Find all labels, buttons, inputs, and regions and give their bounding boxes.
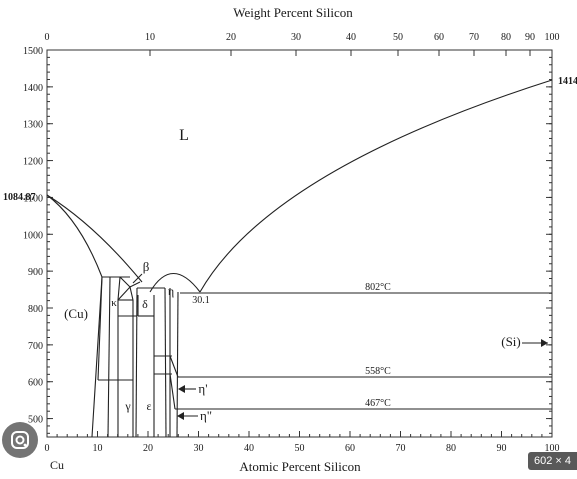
top-tick-label: 30 bbox=[291, 32, 301, 43]
bottom-tick-label: 80 bbox=[446, 443, 456, 454]
google-lens-icon[interactable] bbox=[2, 422, 38, 458]
plot-frame bbox=[46, 49, 553, 438]
left-tick-label: 1500 bbox=[23, 46, 43, 57]
bottom-tick-label: 30 bbox=[194, 443, 204, 454]
phase-label-epsilon: ε bbox=[146, 399, 151, 413]
top-tick-label: 50 bbox=[393, 32, 403, 43]
bottom-axis-ticks: 0 10 20 30 40 50 60 70 80 90 100 bbox=[45, 431, 560, 454]
cu-melting-label: 1084.87 bbox=[3, 192, 36, 203]
isotherm-467-label: 467°C bbox=[365, 398, 391, 409]
liquidus-eta-dome bbox=[149, 273, 201, 293]
left-tick-label: 1000 bbox=[23, 230, 43, 241]
eta-prime-arrowhead bbox=[178, 385, 185, 393]
left-tick-label: 800 bbox=[28, 304, 43, 315]
top-tick-label: 70 bbox=[469, 32, 479, 43]
beta-arrow bbox=[132, 273, 143, 284]
top-tick-label: 80 bbox=[501, 32, 511, 43]
lens-glyph-icon bbox=[11, 431, 29, 449]
top-tick-label: 10 bbox=[145, 32, 155, 43]
eta-left bbox=[164, 287, 167, 438]
kappa-region bbox=[107, 276, 111, 438]
bottom-tick-label: 20 bbox=[143, 443, 153, 454]
si-melting-label: 1414 bbox=[558, 76, 577, 87]
phase-label-eta: η bbox=[168, 284, 174, 298]
left-element-label: Cu bbox=[50, 458, 64, 472]
left-tick-label: 1100 bbox=[23, 193, 43, 204]
top-axis-title: Weight Percent Silicon bbox=[233, 5, 353, 20]
phase-label-kappa: κ bbox=[111, 297, 117, 309]
eta-dp-arrowhead bbox=[177, 412, 184, 420]
top-tick-label: 60 bbox=[434, 32, 444, 43]
phase-label-beta: β bbox=[143, 259, 150, 274]
phase-label-cu: (Cu) bbox=[64, 306, 88, 321]
bottom-axis-title: Atomic Percent Silicon bbox=[239, 459, 361, 474]
bottom-tick-label: 100 bbox=[545, 443, 560, 454]
left-tick-label: 600 bbox=[28, 378, 43, 389]
phase-label-delta: δ bbox=[142, 297, 148, 311]
left-tick-label: 1200 bbox=[23, 157, 43, 168]
bottom-tick-label: 60 bbox=[345, 443, 355, 454]
top-tick-label: 0 bbox=[45, 32, 50, 43]
kappa-left bbox=[97, 276, 103, 381]
bottom-tick-label: 40 bbox=[244, 443, 254, 454]
eutectic-label: 30.1 bbox=[192, 295, 210, 306]
left-tick-label: 700 bbox=[28, 341, 43, 352]
beta-lower bbox=[117, 285, 134, 301]
left-tick-label: 500 bbox=[28, 415, 43, 426]
top-tick-label: 90 bbox=[525, 32, 535, 43]
phase-label-liquid: L bbox=[179, 127, 189, 144]
minor-ticks bbox=[46, 49, 553, 437]
phase-label-si: (Si) bbox=[501, 334, 521, 349]
phase-label-eta-dp: η" bbox=[200, 408, 212, 423]
si-arrowhead bbox=[541, 339, 548, 347]
eta-dp-slope bbox=[169, 373, 176, 410]
bottom-tick-label: 70 bbox=[396, 443, 406, 454]
bottom-tick-label: 0 bbox=[45, 443, 50, 454]
bottom-tick-label: 10 bbox=[93, 443, 103, 454]
bottom-tick-label: 50 bbox=[295, 443, 305, 454]
eta-prime-slope bbox=[169, 355, 179, 378]
solidus-cu-side bbox=[46, 194, 103, 278]
isotherm-802-label: 802°C bbox=[365, 282, 391, 293]
eta-right bbox=[176, 291, 179, 438]
gamma-right bbox=[135, 287, 138, 438]
bottom-tick-label: 90 bbox=[497, 443, 507, 454]
left-tick-label: 1400 bbox=[23, 83, 43, 94]
phase-label-gamma: γ bbox=[124, 399, 131, 413]
phase-label-eta-prime: η' bbox=[198, 381, 207, 396]
cu-solvus bbox=[91, 276, 103, 438]
liquidus-cu-side bbox=[46, 194, 143, 283]
top-tick-label: 40 bbox=[346, 32, 356, 43]
kappa-right bbox=[117, 276, 121, 437]
left-axis-ticks: 500 600 700 800 900 1000 1100 1200 1300 1400 1500 bbox=[23, 46, 552, 426]
top-axis-ticks: 0 10 20 30 40 50 60 70 80 90 100 bbox=[45, 32, 560, 56]
image-size-badge: 602 × 4 bbox=[527, 452, 577, 470]
left-tick-label: 900 bbox=[28, 267, 43, 278]
isotherm-558-label: 558°C bbox=[365, 366, 391, 377]
top-tick-label: 20 bbox=[226, 32, 236, 43]
top-tick-label: 100 bbox=[545, 32, 560, 43]
liquidus-si-side bbox=[199, 79, 553, 293]
left-tick-label: 1300 bbox=[23, 120, 43, 131]
